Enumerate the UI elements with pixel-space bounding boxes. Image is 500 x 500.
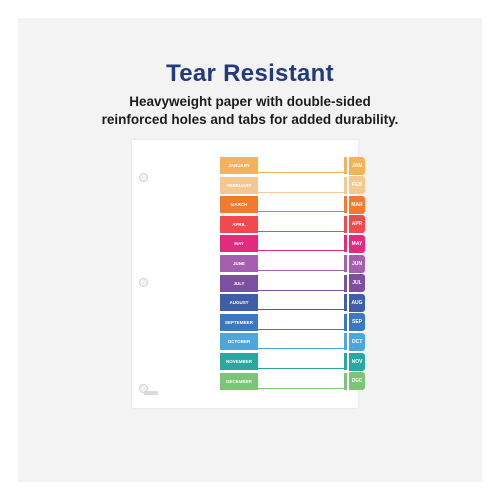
month-stripe: [344, 333, 347, 351]
month-tab: JAN: [349, 156, 365, 175]
month-row: JUNE: [220, 255, 360, 272]
punch-hole-top: [139, 173, 148, 182]
month-row: AUGUST: [220, 294, 360, 312]
month-rule: [258, 211, 344, 213]
punch-hole-middle: [139, 278, 148, 287]
month-tab: JUL: [349, 274, 365, 293]
month-rule: [258, 191, 344, 193]
month-tab: MAY: [349, 234, 365, 253]
month-row: OCTOBER: [220, 333, 360, 351]
month-tab: DEC: [349, 372, 365, 391]
month-label: MARCH: [220, 196, 258, 214]
month-row: JULY: [220, 274, 360, 292]
month-rule: [258, 289, 344, 291]
month-row: DECEMBER: [220, 372, 360, 390]
month-rule: [258, 250, 344, 252]
month-stripe: [344, 235, 347, 253]
month-stripe: [344, 255, 347, 272]
punch-hole-bottom: [139, 384, 148, 393]
month-tab: APR: [349, 215, 365, 234]
month-tab: SEP: [349, 313, 365, 332]
month-label: FEBRUARY: [220, 176, 258, 194]
month-rule: [258, 368, 344, 369]
month-label: APRIL: [220, 215, 258, 233]
month-stripe: [344, 353, 347, 370]
month-tab: AUG: [349, 293, 365, 312]
month-rule: [258, 328, 344, 330]
month-rule: [258, 172, 344, 173]
brand-mark: [144, 391, 158, 395]
month-tab: JUN: [349, 254, 365, 273]
month-row: FEBRUARY: [220, 176, 360, 194]
subtitle-line-1: Heavyweight paper with double-sided: [129, 94, 371, 109]
month-tab: MAR: [349, 195, 365, 214]
month-label: OCTOBER: [220, 333, 258, 351]
month-label: JANUARY: [220, 157, 258, 174]
month-row: NOVEMBER: [220, 353, 360, 370]
month-row: SEPTEMBER: [220, 313, 360, 331]
month-rule: [258, 348, 344, 350]
page-title: Tear Resistant: [166, 60, 334, 87]
month-stripe: [344, 215, 347, 233]
month-label: SEPTEMBER: [220, 313, 258, 331]
month-label: JULY: [220, 274, 258, 292]
month-label: MAY: [220, 235, 258, 253]
month-tab: OCT: [349, 332, 365, 351]
month-label: DECEMBER: [220, 372, 258, 390]
month-row: MAY: [220, 235, 360, 253]
month-label: JUNE: [220, 255, 258, 272]
month-label: NOVEMBER: [220, 353, 258, 370]
month-label: AUGUST: [220, 294, 258, 312]
month-rule: [258, 270, 344, 271]
month-stripe: [344, 372, 347, 390]
month-row: MARCH: [220, 196, 360, 214]
month-rule: [258, 230, 344, 232]
month-stripe: [344, 313, 347, 331]
month-tab: FEB: [349, 176, 365, 195]
month-tab: NOV: [349, 352, 365, 371]
month-rule: [258, 387, 344, 389]
subtitle-line-2: reinforced holes and tabs for added dura…: [101, 112, 399, 127]
month-row: APRIL: [220, 215, 360, 233]
month-stripe: [344, 196, 347, 214]
month-stripe: [344, 176, 347, 194]
month-stripe: [344, 274, 347, 292]
month-stripe: [344, 157, 347, 174]
month-row: JANUARY: [220, 157, 360, 174]
month-rule: [258, 309, 344, 311]
month-stripe: [344, 294, 347, 312]
